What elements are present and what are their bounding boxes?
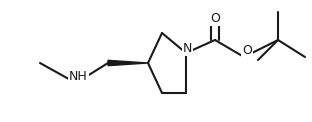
Polygon shape	[108, 60, 148, 66]
Text: NH: NH	[69, 70, 88, 83]
Text: O: O	[210, 12, 220, 25]
Text: O: O	[242, 44, 252, 57]
Text: N: N	[183, 42, 192, 55]
